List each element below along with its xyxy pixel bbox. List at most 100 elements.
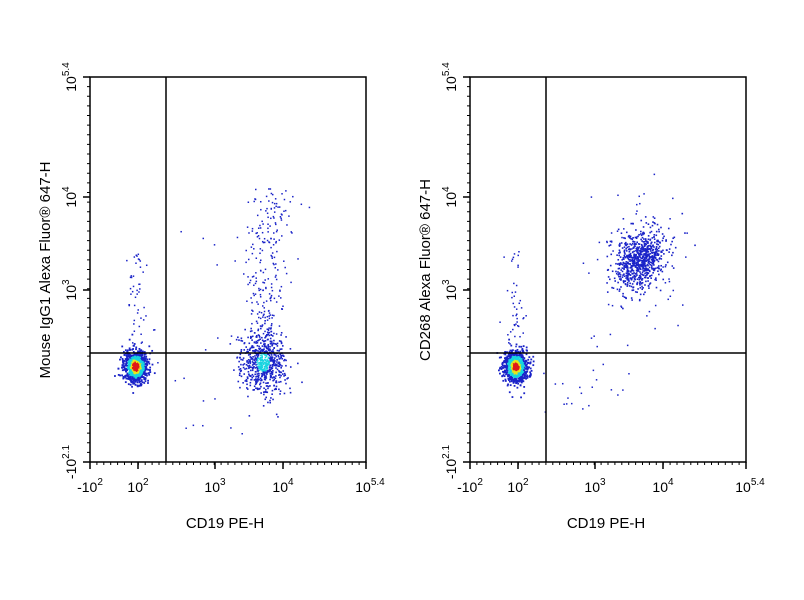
event-dot: [259, 293, 262, 296]
event-dot: [260, 208, 262, 211]
event-dot: [258, 366, 260, 369]
event-dot: [126, 356, 128, 359]
event-dot: [248, 367, 250, 370]
event-dot: [631, 289, 634, 292]
event-dot: [655, 245, 658, 248]
y-tick-label: 103: [441, 279, 459, 301]
chart-panel-right: -102 102 103 104 105.4-102.1103104105.4CD19 …: [417, 62, 765, 532]
event-dot: [251, 346, 254, 349]
event-dot: [517, 358, 520, 361]
event-dot: [667, 227, 670, 230]
event-dot: [144, 353, 147, 355]
event-dot: [656, 239, 658, 242]
event-dot: [141, 351, 144, 354]
event-dot: [635, 263, 638, 265]
event-dot: [628, 234, 630, 237]
event-dot: [514, 291, 517, 293]
event-dot: [622, 307, 624, 310]
event-dot: [656, 250, 658, 253]
event-dot: [269, 314, 272, 316]
event-dot: [268, 241, 270, 243]
event-dot: [254, 351, 256, 353]
event-dot: [633, 262, 636, 265]
event-dot: [253, 248, 255, 250]
event-dot: [202, 237, 205, 240]
event-dot: [153, 372, 156, 375]
event-dot: [638, 255, 641, 258]
event-dot: [142, 362, 145, 365]
event-dot: [636, 203, 638, 206]
event-dots: [496, 173, 696, 413]
event-dot: [289, 348, 292, 350]
event-dot: [185, 427, 187, 430]
event-dot: [259, 364, 262, 366]
event-dot: [263, 393, 265, 396]
event-dot: [248, 349, 251, 351]
event-dot: [278, 363, 281, 366]
event-dot: [516, 321, 518, 323]
event-dot: [261, 359, 263, 361]
event-dot: [638, 265, 640, 268]
event-dot: [648, 269, 651, 272]
event-dot: [263, 373, 266, 375]
event-dot: [641, 282, 644, 284]
event-dot: [269, 375, 272, 378]
event-dot: [263, 310, 266, 313]
event-dot: [262, 348, 264, 351]
event-dot: [658, 273, 660, 276]
event-dot: [650, 261, 653, 264]
event-dot: [141, 369, 144, 372]
event-dot: [142, 319, 145, 321]
event-dot: [657, 240, 660, 243]
event-dot: [267, 401, 269, 404]
event-dot: [265, 346, 268, 349]
event-dot: [519, 372, 521, 375]
event-dot: [142, 271, 144, 273]
event-dot: [249, 360, 251, 363]
event-dot: [609, 333, 612, 336]
event-dot: [642, 265, 644, 268]
event-dot: [626, 255, 628, 257]
event-dot: [256, 322, 259, 324]
event-dot: [513, 384, 516, 387]
event-dot: [625, 261, 628, 263]
event-dot: [139, 380, 142, 383]
event-dot: [144, 358, 146, 361]
event-dot: [664, 282, 667, 284]
event-dot: [129, 365, 132, 368]
event-dot: [570, 402, 573, 405]
event-dot: [256, 232, 258, 234]
event-dot: [636, 270, 639, 272]
event-dot: [653, 256, 656, 259]
event-dot: [130, 293, 132, 295]
event-dot: [650, 241, 653, 244]
event-dot: [261, 220, 263, 223]
event-dot: [242, 273, 245, 275]
event-dot: [279, 364, 282, 366]
event-dot: [133, 371, 135, 374]
event-dot: [645, 251, 648, 253]
event-dot: [647, 223, 650, 225]
event-dot: [523, 361, 526, 364]
event-dot: [681, 212, 684, 215]
event-dot: [634, 236, 637, 239]
event-dot: [262, 332, 265, 335]
event-dot: [133, 304, 136, 307]
event-dot: [247, 258, 250, 261]
event-dot: [137, 258, 140, 260]
event-dot: [270, 327, 272, 329]
event-dot: [140, 379, 143, 382]
event-dot: [266, 212, 269, 215]
event-dot: [267, 370, 270, 372]
event-dot: [251, 357, 254, 360]
event-dot: [254, 355, 256, 357]
event-dot: [129, 368, 132, 371]
event-dot: [273, 211, 276, 213]
event-dot: [137, 370, 140, 372]
event-dot: [648, 254, 650, 256]
event-dot: [524, 367, 527, 370]
event-dot: [516, 386, 519, 389]
event-dot: [263, 345, 266, 348]
event-dot: [650, 256, 652, 258]
event-dot: [648, 255, 651, 258]
